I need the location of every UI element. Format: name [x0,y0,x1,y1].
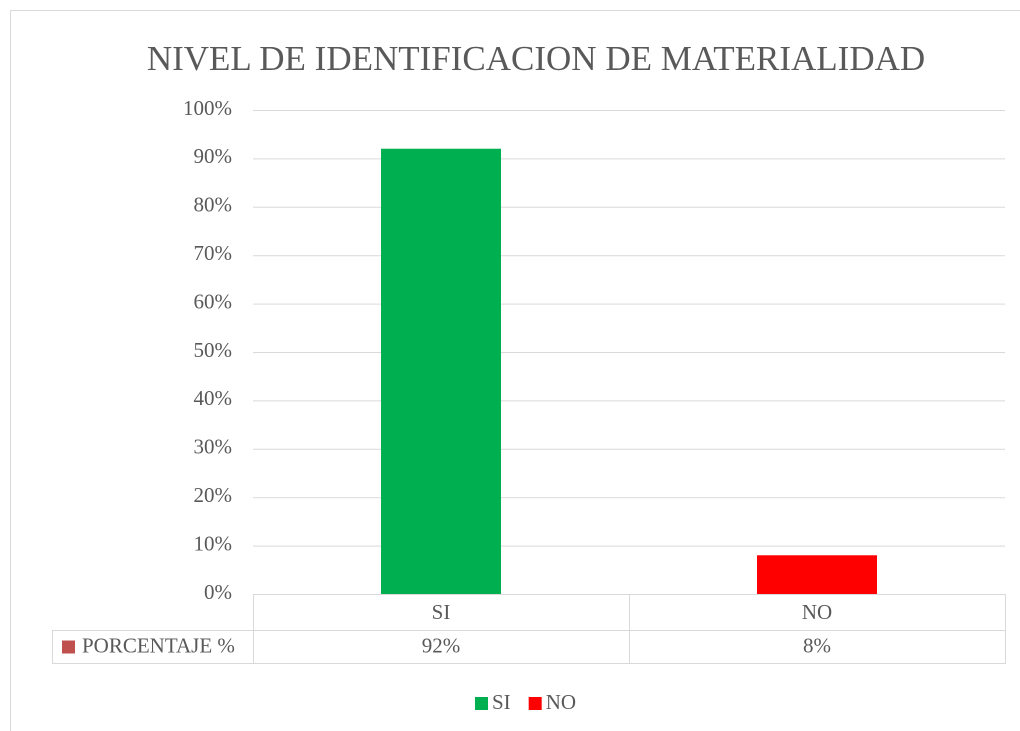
table-series-name: PORCENTAJE % [82,633,235,657]
legend-label: SI [492,690,511,714]
x-tick-label: SI [432,600,451,624]
table-value: 8% [803,633,831,657]
y-tick-label: 0% [204,580,232,604]
y-tick-label: 40% [194,386,233,410]
y-tick-label: 50% [194,338,233,362]
y-tick-label: 70% [194,241,233,265]
table-value: 92% [422,633,461,657]
bar [757,555,877,594]
y-tick-label: 10% [194,531,233,555]
y-tick-label: 80% [194,193,233,217]
legend-key [475,697,488,710]
y-tick-label: 30% [194,435,233,459]
y-tick-label: 20% [194,483,233,507]
x-tick-label: NO [802,600,832,624]
chart-title: NIVEL DE IDENTIFICACION DE MATERIALIDAD [147,39,925,78]
y-tick-label: 100% [183,96,232,120]
legend-key [528,697,542,710]
data-table-border [52,594,1006,664]
chart-frame [10,10,1020,731]
legend-label: NO [546,690,576,714]
y-tick-label: 60% [194,289,233,313]
table-legend-key [62,640,75,654]
y-tick-label: 90% [194,144,233,168]
bar [381,148,501,594]
